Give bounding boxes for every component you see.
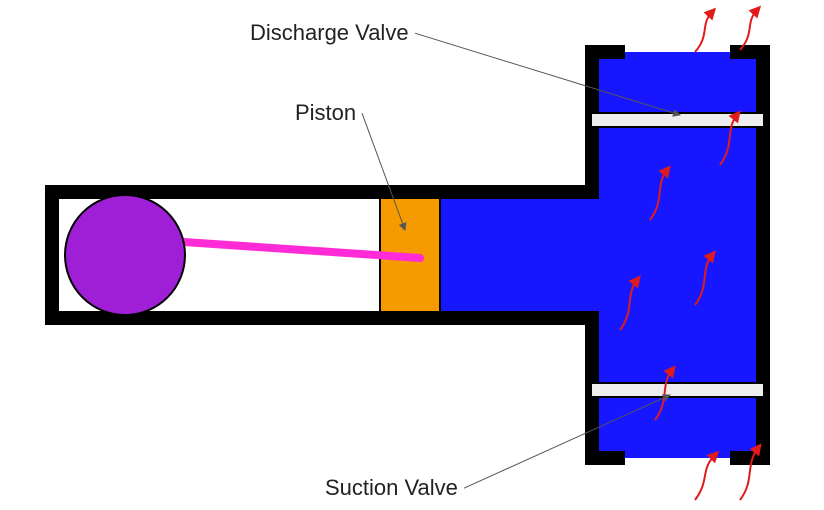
label-discharge-valve: Discharge Valve [250,20,409,46]
flow-arrow-7 [695,12,712,52]
compressor-diagram [0,0,824,510]
flow-arrow-8 [740,10,757,50]
label-suction-valve: Suction Valve [325,475,458,501]
label-piston: Piston [295,100,356,126]
crank-disc [65,195,185,315]
flow-arrow-0 [695,455,715,500]
cylinder-fluid [440,192,600,318]
